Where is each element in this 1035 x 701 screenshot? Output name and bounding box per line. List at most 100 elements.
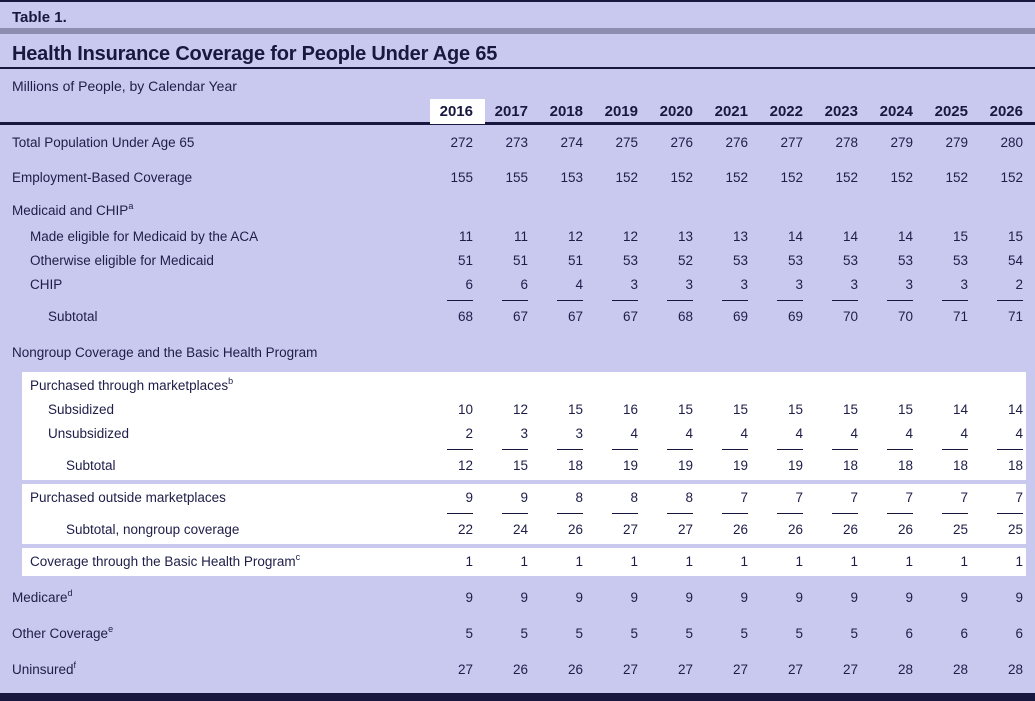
- subtitle: Millions of People, by Calendar Year: [12, 78, 237, 94]
- value-cell: 4: [638, 422, 693, 454]
- row-label: Nongroup Coverage and the Basic Health P…: [0, 341, 1023, 365]
- cell-value: 11: [458, 229, 473, 244]
- white-highlight-block: Coverage through the Basic Health Progra…: [22, 548, 1026, 576]
- cell-value: 9: [465, 590, 473, 605]
- cell-value: 2: [447, 422, 473, 450]
- year-cell-2017: 2017: [473, 99, 528, 124]
- cell-value: 28: [952, 662, 968, 677]
- value-cell: 152: [583, 166, 638, 190]
- cell-value: 155: [450, 170, 473, 185]
- value-cell: 27: [418, 658, 473, 682]
- value-cell: 13: [638, 225, 693, 249]
- cell-value: 5: [630, 626, 638, 641]
- value-cell: 276: [693, 131, 748, 155]
- value-cell: 1: [748, 550, 803, 574]
- value-cell: 152: [913, 166, 968, 190]
- value-cell: 3: [693, 273, 748, 305]
- cell-value: 6: [447, 273, 473, 301]
- value-cell: 5: [638, 622, 693, 646]
- cell-value: 1: [575, 554, 583, 569]
- value-cell: 152: [858, 166, 913, 190]
- cell-value: 15: [842, 402, 858, 417]
- cell-value: 53: [842, 253, 858, 268]
- cell-value: 53: [732, 253, 748, 268]
- value-cell: 5: [803, 622, 858, 646]
- cell-value: 9: [795, 590, 803, 605]
- cell-value: 6: [502, 273, 528, 301]
- value-cell: 277: [748, 131, 803, 155]
- value-cell: 4: [583, 422, 638, 454]
- value-cell: 2: [968, 273, 1023, 305]
- value-cell: 7: [693, 486, 748, 518]
- cell-value: 3: [887, 273, 913, 301]
- cell-value: 5: [575, 626, 583, 641]
- row-label: Subtotal: [0, 305, 418, 329]
- cell-value: 3: [722, 273, 748, 301]
- row-label: Subtotal: [22, 454, 418, 478]
- value-cell: 26: [528, 658, 583, 682]
- cell-value: 19: [622, 458, 638, 473]
- cell-value: 9: [1015, 590, 1023, 605]
- value-cell: 4: [528, 273, 583, 305]
- bottom-bar: [0, 693, 1035, 701]
- value-cell: 53: [803, 249, 858, 273]
- cell-value: 4: [667, 422, 693, 450]
- cell-value: 1: [795, 554, 803, 569]
- cell-value: 19: [787, 458, 803, 473]
- cell-value: 6: [905, 626, 913, 641]
- top-rule: [0, 0, 1035, 2]
- value-cell: 14: [968, 398, 1023, 422]
- value-cell: 15: [693, 398, 748, 422]
- value-cell: 1: [803, 550, 858, 574]
- page-title: Health Insurance Coverage for People Und…: [12, 43, 498, 65]
- cell-value: 15: [897, 402, 913, 417]
- value-cell: 51: [528, 249, 583, 273]
- cell-value: 276: [670, 135, 693, 150]
- cell-value: 8: [667, 486, 693, 514]
- cell-value: 27: [787, 662, 803, 677]
- cell-value: 53: [622, 253, 638, 268]
- cell-value: 52: [677, 253, 693, 268]
- row-nongroup-subtotal: Subtotal, nongroup coverage 22 24 26 27 27 26 2…: [22, 518, 1026, 542]
- value-cell: 5: [418, 622, 473, 646]
- value-cell: 15: [858, 398, 913, 422]
- value-cell: 19: [583, 454, 638, 478]
- value-cell: 5: [748, 622, 803, 646]
- value-cell: 278: [803, 131, 858, 155]
- cell-value: 4: [942, 422, 968, 450]
- value-cell: 16: [583, 398, 638, 422]
- value-cell: 25: [913, 518, 968, 542]
- value-cell: 12: [528, 225, 583, 249]
- footnote-marker: f: [73, 659, 77, 670]
- row-label-text: Subtotal: [48, 309, 98, 324]
- footnote-marker: e: [108, 623, 114, 634]
- cell-value: 4: [887, 422, 913, 450]
- row-medicare: Medicared 9 9 9 9 9 9 9 9 9 9 9: [0, 586, 1035, 610]
- year-cell-2023: 2023: [803, 99, 858, 124]
- row-label-text: Subtotal: [66, 458, 116, 473]
- year-cell-2016: 2016: [418, 98, 485, 124]
- cell-value: 12: [457, 458, 473, 473]
- value-cell: 54: [968, 249, 1023, 273]
- row-group: Total Population Under Age 65 272 273 274 27…: [0, 131, 1035, 365]
- white-highlight-block: Purchased outside marketplaces 9 9 8 8 8 7 7 7 7 7…: [22, 484, 1026, 544]
- cell-value: 7: [997, 486, 1023, 514]
- cell-value: 1: [685, 554, 693, 569]
- value-cell: 5: [693, 622, 748, 646]
- cell-value: 274: [560, 135, 583, 150]
- value-cell: 15: [803, 398, 858, 422]
- row-label: Medicared: [0, 586, 418, 610]
- cell-value: 15: [1007, 229, 1023, 244]
- cell-value: 152: [725, 170, 748, 185]
- value-cell: 3: [803, 273, 858, 305]
- cell-value: 71: [952, 309, 968, 324]
- value-cell: 70: [858, 305, 913, 329]
- cell-value: 15: [732, 402, 748, 417]
- cell-value: 26: [897, 522, 913, 537]
- cell-value: 67: [512, 309, 528, 324]
- value-cell: 152: [693, 166, 748, 190]
- value-cell: 15: [913, 225, 968, 249]
- row-medicaid-aca: Made eligible for Medicaid by the ACA 11 1…: [0, 225, 1035, 249]
- cell-value: 67: [567, 309, 583, 324]
- value-cell: 24: [473, 518, 528, 542]
